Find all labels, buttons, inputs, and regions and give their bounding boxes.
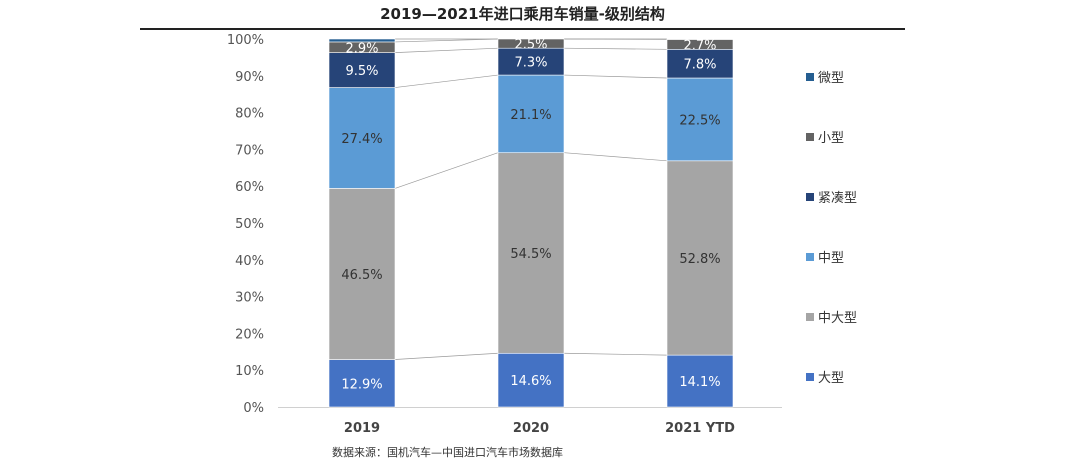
- x-category-label: 2021 YTD: [665, 421, 735, 436]
- data-label: 14.1%: [679, 375, 720, 390]
- bar-segment: [497, 74, 565, 154]
- bar-segment: [666, 354, 734, 408]
- data-label: 14.6%: [510, 374, 551, 389]
- bar-segment: [666, 49, 734, 79]
- bar-segment: [328, 38, 396, 43]
- bar-segment: [666, 160, 734, 356]
- y-tick-label: 80%: [235, 107, 264, 122]
- legend-swatch: [806, 313, 814, 321]
- data-label: 52.8%: [679, 252, 720, 267]
- series-connector-line: [394, 74, 499, 88]
- series-connector-line: [394, 47, 499, 53]
- y-tick-label: 70%: [235, 143, 264, 158]
- data-label: 2.7%: [683, 38, 716, 53]
- series-connector-line: [563, 352, 668, 356]
- data-label: 22.5%: [679, 113, 720, 128]
- data-label: 2.5%: [514, 38, 547, 53]
- bar-segment: [328, 188, 396, 360]
- y-tick-label: 30%: [235, 291, 264, 306]
- y-tick-label: 90%: [235, 70, 264, 85]
- data-label: 27.4%: [341, 132, 382, 147]
- data-label: 7.8%: [683, 58, 716, 73]
- legend-swatch: [806, 133, 814, 141]
- x-category-label: 2019: [344, 421, 380, 436]
- series-connector-line: [563, 74, 668, 79]
- title-divider: [140, 28, 905, 30]
- series-connector-line: [563, 47, 668, 50]
- y-tick-label: 10%: [235, 364, 264, 379]
- data-source-note: 数据来源：国机汽车—中国进口汽车市场数据库: [332, 446, 563, 459]
- series-connector-line: [394, 38, 499, 43]
- data-label: 46.5%: [341, 268, 382, 283]
- chart-title: 2019—2021年进口乘用车销量-级别结构: [380, 5, 665, 23]
- bar-segment: [328, 359, 396, 408]
- data-label: 12.9%: [341, 377, 382, 392]
- legend-label: 中大型: [818, 311, 857, 326]
- bar-segment: [666, 38, 734, 40]
- y-tick-label: 50%: [235, 217, 264, 232]
- legend-label: 紧凑型: [818, 191, 857, 206]
- data-label: 54.5%: [510, 247, 551, 262]
- data-label: 21.1%: [510, 108, 551, 123]
- legend-label: 小型: [818, 131, 844, 146]
- bar-segment: [497, 152, 565, 354]
- legend-swatch: [806, 253, 814, 261]
- data-label: 2.9%: [345, 41, 378, 56]
- series-connector-line: [394, 352, 499, 360]
- series-connector-line: [394, 152, 499, 189]
- x-category-label: 2020: [513, 421, 549, 436]
- y-tick-label: 20%: [235, 327, 264, 342]
- bar-segment: [497, 38, 565, 49]
- y-tick-label: 0%: [243, 401, 264, 416]
- y-tick-label: 100%: [227, 33, 264, 48]
- legend-swatch: [806, 373, 814, 381]
- y-tick-label: 60%: [235, 180, 264, 195]
- bar-segment: [328, 87, 396, 189]
- data-label: 9.5%: [345, 64, 378, 79]
- y-tick-label: 40%: [235, 254, 264, 269]
- bar-segment: [497, 47, 565, 76]
- legend-swatch: [806, 73, 814, 81]
- legend-label: 微型: [818, 71, 844, 86]
- data-label: 7.3%: [514, 56, 547, 71]
- legend-swatch: [806, 193, 814, 201]
- legend-label: 大型: [818, 371, 844, 386]
- legend-label: 中型: [818, 251, 844, 266]
- series-connector-line: [563, 152, 668, 162]
- bar-segment: [666, 77, 734, 162]
